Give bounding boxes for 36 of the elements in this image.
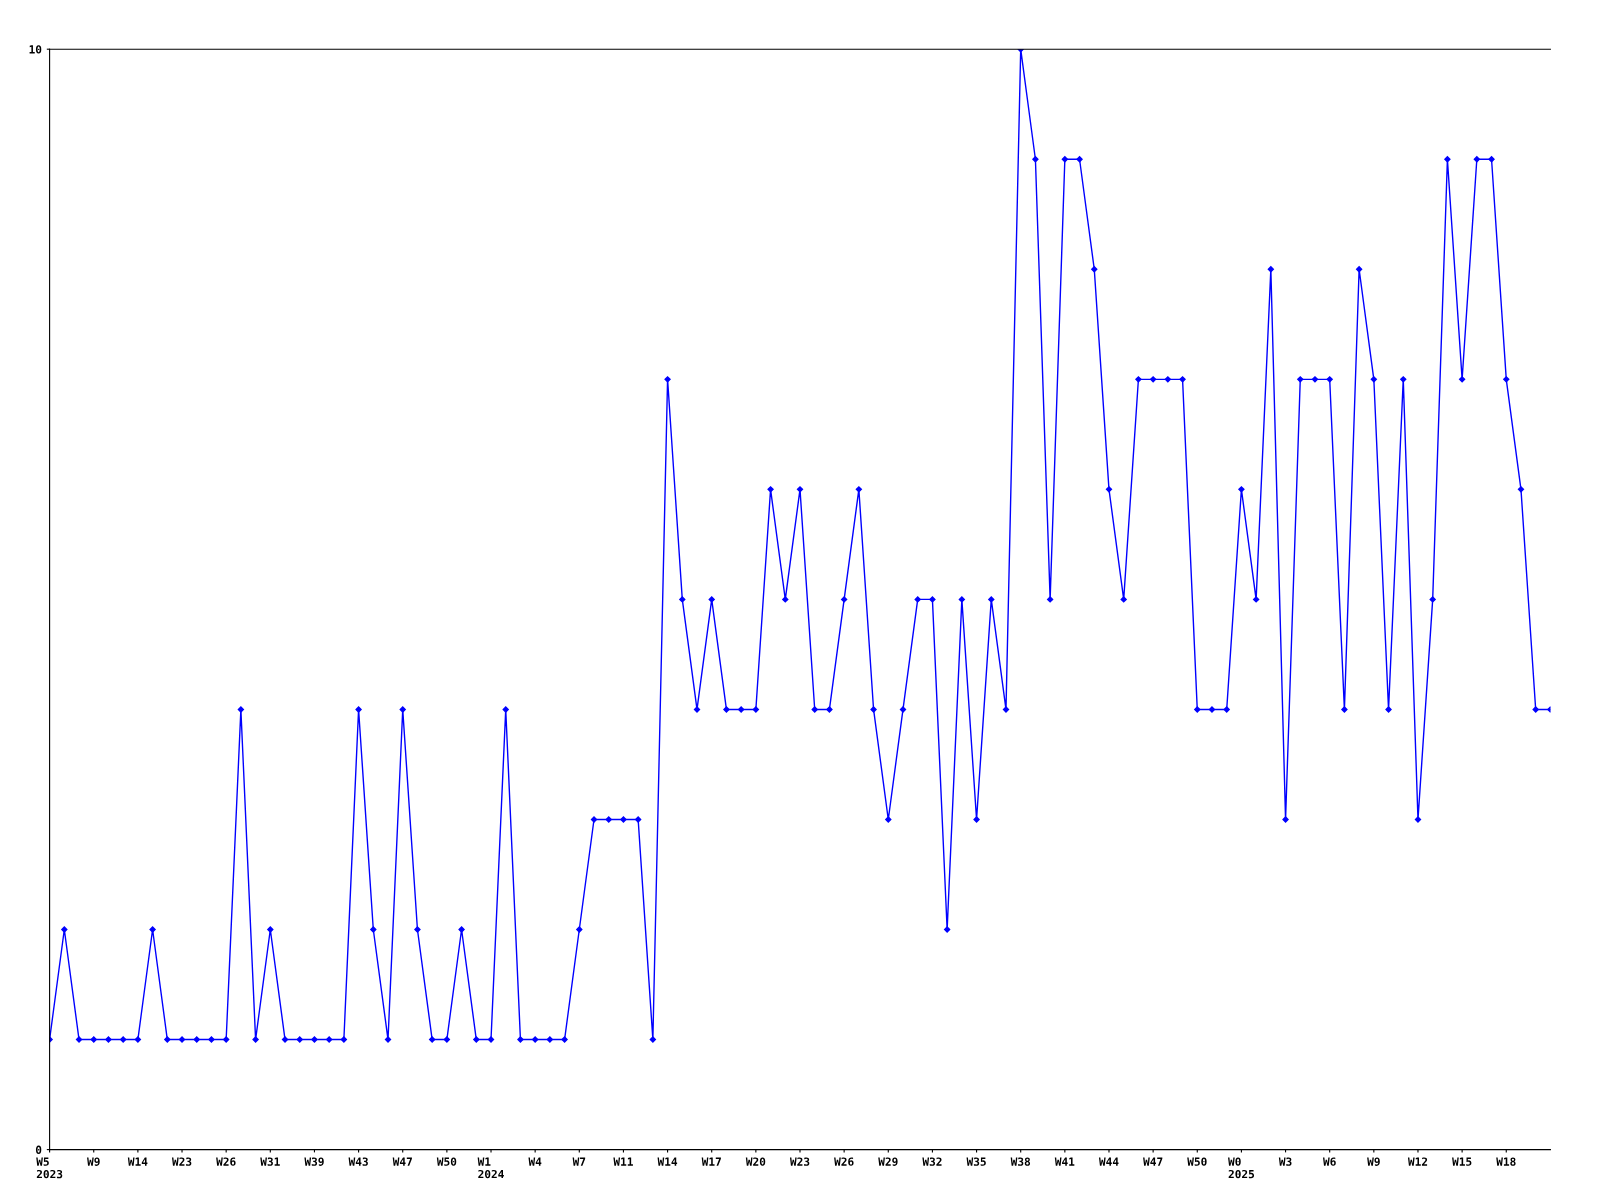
x-tick-label: W11 (613, 1157, 633, 1166)
x-tick-label: W23 (171, 1157, 192, 1166)
x-tick-label: W50 (436, 1157, 457, 1166)
x-tick-label: W23 (789, 1157, 810, 1166)
x-tick-label: W4 (528, 1157, 542, 1166)
x-tick-label: W43 (348, 1157, 368, 1166)
x-tick-label: W14 (127, 1157, 148, 1166)
x-tick-label: W20 (745, 1157, 766, 1166)
x-tick-label: W14 (657, 1157, 678, 1166)
x-tick-label: W32 (922, 1157, 942, 1166)
x-tick-label: W9 (1367, 1157, 1380, 1166)
y-tick-label: 0 (35, 1145, 42, 1154)
x-tick-label: W41 (1054, 1157, 1075, 1166)
x-tick-label: W29 (878, 1157, 898, 1166)
x-tick-label: W17 (701, 1157, 721, 1166)
x-tick-label: W50 (1187, 1157, 1207, 1166)
x-tick-label: W0 2025 (1228, 1157, 1255, 1179)
x-tick-label: W31 (260, 1157, 280, 1166)
x-tick-label: W15 (1452, 1157, 1472, 1166)
y-tick-label: 10 (29, 45, 42, 54)
x-tick-label: W7 (572, 1157, 586, 1166)
x-tick-label: W5 2023 (36, 1157, 63, 1179)
x-tick-label: W9 (87, 1157, 100, 1166)
x-tick-label: W1 2024 (477, 1157, 504, 1179)
x-tick-label: W38 (1010, 1157, 1031, 1166)
x-tick-label: W35 (966, 1157, 986, 1166)
x-tick-label: W6 (1323, 1157, 1336, 1166)
x-tick-label: W47 (1143, 1157, 1163, 1166)
x-tick-label: W26 (834, 1157, 854, 1166)
x-tick-label: W12 (1407, 1157, 1428, 1166)
x-tick-label: W18 (1496, 1157, 1516, 1166)
x-tick-label: W39 (304, 1157, 324, 1166)
x-tick-label: W3 (1278, 1157, 1292, 1166)
x-tick-label: W44 (1098, 1157, 1119, 1166)
x-tick-label: W26 (216, 1157, 236, 1166)
x-tick-label: W47 (392, 1157, 412, 1166)
